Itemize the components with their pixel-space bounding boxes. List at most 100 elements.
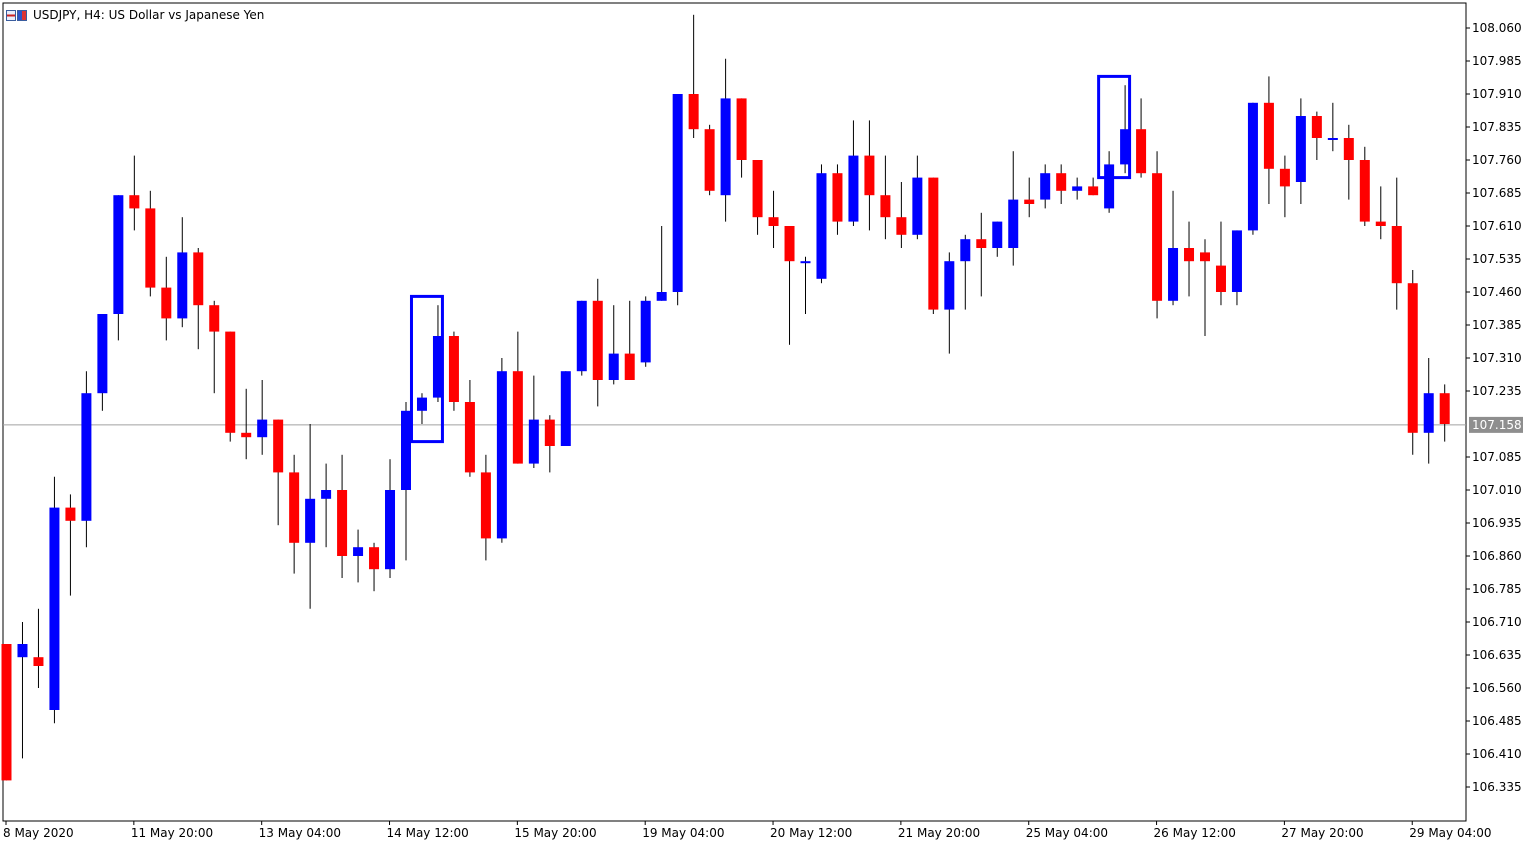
y-tick-label: 107.235	[1472, 384, 1522, 398]
bullish-candle	[49, 507, 60, 710]
y-tick-label: 107.460	[1472, 285, 1522, 299]
y-tick-label: 106.785	[1472, 582, 1522, 596]
bearish-candle	[1152, 173, 1163, 301]
chart-title-bar: USDJPY, H4: US Dollar vs Japanese Yen	[6, 6, 264, 24]
bullish-candle	[912, 177, 923, 235]
bearish-candle	[544, 419, 555, 446]
x-tick-label: 19 May 04:00	[642, 826, 724, 840]
y-tick-label: 108.060	[1472, 21, 1522, 35]
bullish-candle	[1040, 173, 1051, 200]
bullish-candle	[1423, 393, 1434, 433]
bullish-candle	[385, 490, 396, 570]
x-tick-label: 15 May 20:00	[514, 826, 596, 840]
bullish-candle	[800, 261, 811, 264]
bearish-candle	[1439, 393, 1450, 424]
bearish-candle	[161, 287, 172, 319]
bearish-candle	[1184, 248, 1195, 262]
x-tick-label: 11 May 20:00	[131, 826, 213, 840]
bearish-candle	[1391, 226, 1402, 284]
current-price-label: 107.158	[1472, 418, 1522, 432]
bearish-candle	[1088, 186, 1099, 196]
bearish-candle	[704, 129, 715, 191]
bearish-candle	[592, 300, 603, 380]
bearish-candle	[1359, 160, 1370, 222]
bearish-candle	[1215, 265, 1226, 292]
y-tick-label: 107.685	[1472, 186, 1522, 200]
bullish-candle	[113, 195, 124, 314]
y-tick-label: 106.560	[1472, 681, 1522, 695]
y-tick-label: 107.760	[1472, 153, 1522, 167]
x-tick-label: 25 May 04:00	[1026, 826, 1108, 840]
bearish-candle	[33, 657, 44, 666]
bullish-candle	[257, 419, 268, 438]
bearish-candle	[1375, 221, 1386, 226]
bullish-candle	[401, 410, 411, 490]
bearish-candle	[209, 305, 220, 332]
y-tick-label: 107.010	[1472, 483, 1522, 497]
y-tick-label: 106.335	[1472, 780, 1522, 794]
y-tick-label: 106.410	[1472, 747, 1522, 761]
bearish-candle	[1200, 252, 1210, 262]
bearish-candle	[289, 472, 300, 543]
y-tick-label: 106.710	[1472, 615, 1522, 629]
bullish-candle	[353, 547, 364, 556]
y-tick-label: 106.485	[1472, 714, 1522, 728]
x-tick-label: 14 May 12:00	[387, 826, 469, 840]
bearish-candle	[896, 217, 907, 235]
bullish-candle	[1247, 102, 1258, 231]
bearish-candle	[1407, 283, 1418, 433]
bearish-candle	[1, 644, 12, 781]
bearish-candle	[1311, 116, 1322, 138]
pattern-highlight-box	[1097, 74, 1132, 180]
bearish-candle	[273, 419, 284, 473]
bearish-candle	[448, 336, 459, 402]
bearish-candle	[864, 155, 875, 196]
bullish-candle	[17, 644, 28, 658]
bullish-candle	[1104, 164, 1115, 209]
pattern-highlight-box	[409, 294, 444, 444]
plot-frame	[2, 2, 1467, 822]
bearish-candle	[65, 507, 76, 521]
bullish-candle	[1168, 248, 1179, 301]
y-tick-label: 106.935	[1472, 516, 1522, 530]
bullish-candle	[992, 221, 1003, 248]
x-tick-label: 27 May 20:00	[1281, 826, 1363, 840]
x-tick-label: 13 May 04:00	[259, 826, 341, 840]
bullish-candle	[1295, 116, 1306, 182]
bearish-candle	[145, 208, 156, 288]
x-tick-label: 29 May 04:00	[1409, 826, 1491, 840]
bearish-candle	[880, 195, 891, 218]
bullish-candle	[816, 173, 827, 279]
bearish-candle	[688, 94, 699, 130]
bullish-candle	[640, 300, 651, 363]
bullish-candle	[1231, 230, 1242, 292]
y-tick-label: 107.535	[1472, 252, 1522, 266]
bullish-candle	[321, 490, 332, 499]
bullish-candle	[608, 353, 619, 380]
x-tick-label: 8 May 2020	[3, 826, 74, 840]
y-tick-label: 107.835	[1472, 120, 1522, 134]
y-tick-label: 106.635	[1472, 648, 1522, 662]
bearish-candle	[784, 226, 795, 262]
bullish-candle	[1072, 186, 1083, 191]
bearish-candle	[480, 472, 491, 539]
bearish-candle	[512, 371, 523, 464]
chart-title: USDJPY, H4: US Dollar vs Japanese Yen	[33, 8, 265, 22]
bearish-candle	[832, 173, 843, 222]
bullish-candle	[97, 314, 108, 394]
bullish-candle	[560, 371, 571, 446]
y-tick-label: 107.910	[1472, 87, 1522, 101]
bearish-candle	[1024, 199, 1035, 204]
bullish-candle	[1327, 138, 1338, 140]
bullish-candle	[656, 292, 667, 301]
bearish-candle	[337, 490, 348, 556]
bullish-candle	[432, 336, 443, 398]
bearish-candle	[736, 98, 747, 160]
bullish-candle	[720, 98, 731, 196]
bullish-candle	[496, 371, 507, 539]
bearish-candle	[976, 239, 987, 248]
bullish-candle	[305, 498, 316, 543]
y-tick-label: 107.985	[1472, 54, 1522, 68]
